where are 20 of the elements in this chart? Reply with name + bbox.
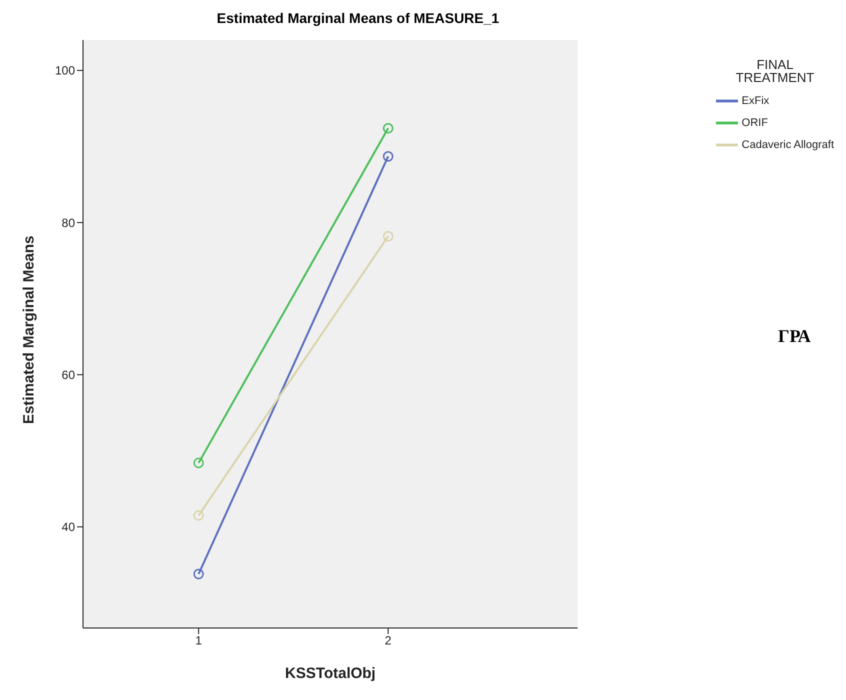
- legend-label: Cadaveric Allograft: [742, 138, 834, 151]
- y-tick-label: 40: [62, 520, 76, 534]
- x-axis-title: KSSTotalObj: [285, 665, 376, 682]
- y-tick-label: 100: [54, 64, 76, 78]
- y-axis-title: Estimated Marginal Means: [20, 236, 38, 424]
- text: ΓΡΑ: [778, 326, 811, 347]
- point: [193, 568, 204, 580]
- point: [382, 122, 394, 134]
- point: [193, 510, 204, 521]
- point: [193, 458, 204, 468]
- point: [382, 231, 394, 242]
- legend-label: ExFix: [742, 94, 770, 107]
- legend-label: ORIF: [742, 116, 768, 129]
- y-tick-label: 80: [62, 216, 76, 230]
- legend-title: FINAL TREATMENT: [734, 57, 816, 85]
- x-tick-label: 1: [195, 634, 202, 648]
- y-tick-label: 60: [62, 368, 76, 382]
- point: [382, 151, 394, 162]
- chart-title: Estimated Marginal Means of MEASURE_1: [216, 10, 500, 26]
- x-tick-label: 2: [384, 634, 392, 648]
